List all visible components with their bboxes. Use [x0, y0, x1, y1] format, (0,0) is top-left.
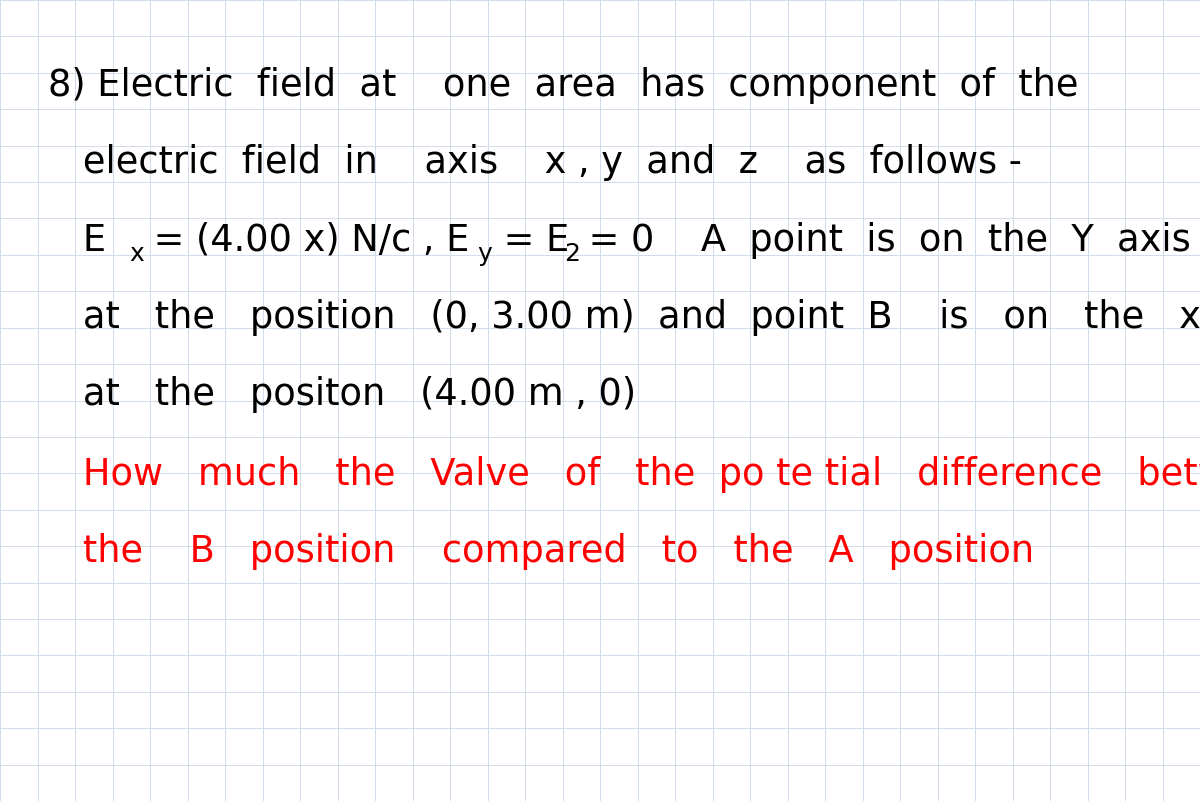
- Text: electric  field  in    axis    x , y  and  z    as  follows -: electric field in axis x , y and z as fo…: [48, 144, 1022, 181]
- Text: y: y: [478, 242, 492, 266]
- Text: 2: 2: [564, 242, 580, 266]
- Text: How   much   the   Valve   of   the  po te tial   difference   between: How much the Valve of the po te tial dif…: [48, 456, 1200, 493]
- Text: at   the   position   (0, 3.00 m)  and  point  B    is   on   the   x  axis: at the position (0, 3.00 m) and point B …: [48, 299, 1200, 336]
- Text: = 0    A  point  is  on  the  Y  axis: = 0 A point is on the Y axis: [577, 222, 1190, 259]
- Text: = E: = E: [492, 222, 569, 259]
- Text: = (4.00 x) N/c , E: = (4.00 x) N/c , E: [142, 222, 469, 259]
- Text: E: E: [48, 222, 106, 259]
- Text: 8) Electric  field  at    one  area  has  component  of  the: 8) Electric field at one area has compon…: [48, 67, 1079, 104]
- Text: the    B   position    compared   to   the   A   position: the B position compared to the A positio…: [48, 533, 1034, 570]
- Text: at   the   positon   (4.00 m , 0): at the positon (4.00 m , 0): [48, 376, 636, 413]
- Text: x: x: [130, 242, 144, 266]
